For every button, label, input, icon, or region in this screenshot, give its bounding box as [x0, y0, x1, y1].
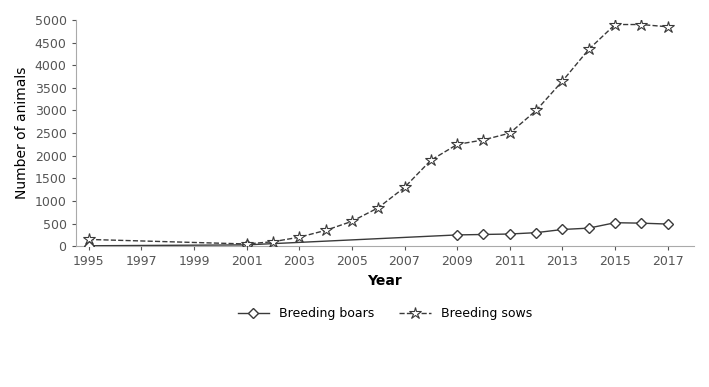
Breeding sows [664, 24, 672, 29]
Legend: Breeding boars, Breeding sows: Breeding boars, Breeding sows [233, 302, 537, 325]
Breeding sows [374, 205, 382, 210]
Breeding boars [584, 226, 593, 230]
Breeding sows [427, 158, 435, 163]
Breeding sows [479, 138, 488, 142]
Y-axis label: Number of animals: Number of animals [15, 67, 29, 199]
Breeding sows [637, 22, 646, 27]
Breeding sows [558, 79, 566, 84]
Breeding boars [664, 222, 672, 226]
Breeding sows [401, 185, 409, 190]
Breeding sows [295, 235, 303, 240]
X-axis label: Year: Year [367, 274, 402, 288]
Breeding sows [453, 142, 462, 147]
Line: Breeding sows: Breeding sows [82, 18, 674, 250]
Breeding sows [506, 131, 514, 135]
Breeding boars [479, 232, 488, 237]
Breeding boars [84, 243, 93, 248]
Breeding sows [532, 108, 540, 113]
Breeding sows [610, 22, 619, 27]
Breeding boars [506, 232, 514, 236]
Breeding sows [242, 241, 251, 246]
Breeding sows [347, 219, 356, 224]
Breeding sows [321, 228, 330, 233]
Line: Breeding boars: Breeding boars [85, 219, 671, 249]
Breeding boars [637, 221, 646, 226]
Breeding boars [242, 243, 251, 247]
Breeding boars [558, 227, 566, 232]
Breeding boars [532, 230, 540, 235]
Breeding boars [610, 220, 619, 225]
Breeding sows [84, 237, 93, 242]
Breeding boars [453, 233, 462, 237]
Breeding sows [269, 240, 277, 244]
Breeding sows [584, 47, 593, 52]
